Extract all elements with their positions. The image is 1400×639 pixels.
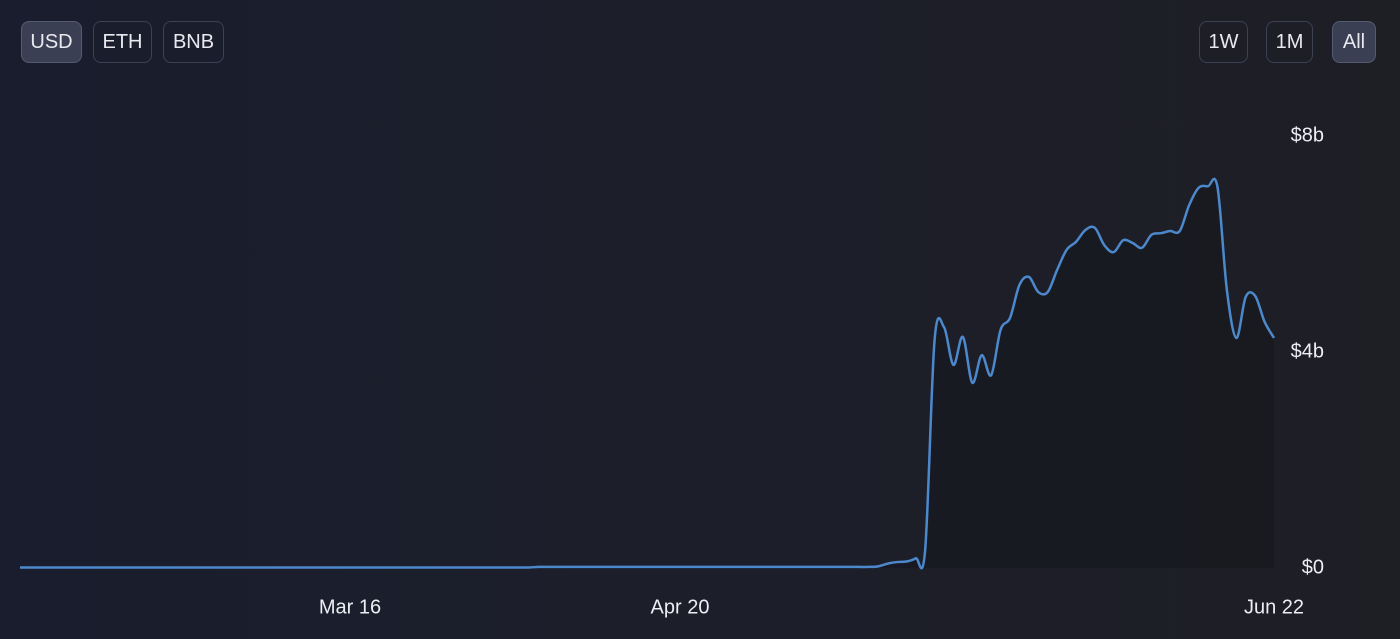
line-area — [20, 178, 1274, 569]
range-button[interactable]: 1W — [1199, 21, 1248, 63]
x-tick-label: Apr 20 — [651, 596, 710, 618]
y-tick-label: $8b — [1291, 124, 1324, 146]
line — [20, 177, 1276, 570]
x-tick-label: Jun 22 — [1244, 596, 1304, 618]
currency-button[interactable]: BNB — [163, 21, 224, 63]
range-button[interactable]: 1M — [1266, 21, 1313, 63]
y-tick-label: $4b — [1291, 340, 1324, 362]
range-button[interactable]: All — [1332, 21, 1376, 63]
x-tick-label: Mar 16 — [319, 596, 381, 618]
currency-button[interactable]: USD — [21, 21, 82, 63]
currency-button[interactable]: ETH — [93, 21, 152, 63]
y-tick-label: $0 — [1302, 556, 1324, 578]
